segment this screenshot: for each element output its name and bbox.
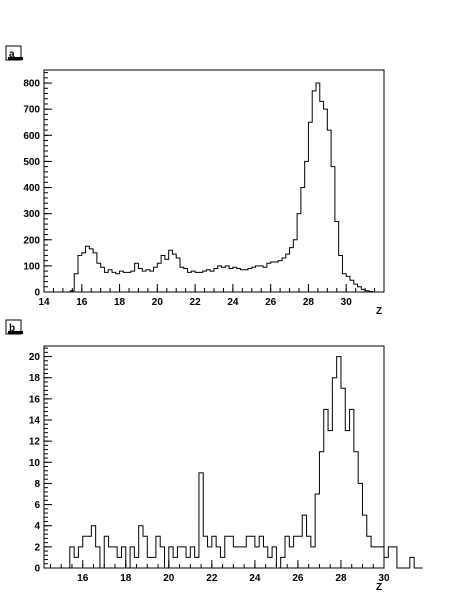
panel-a-x-tick-label: 26 — [265, 297, 277, 308]
panel-a-y-tick-label: 500 — [23, 157, 40, 168]
panel-a-x-axis-title: Z — [376, 306, 382, 317]
panel-a-y-tick-label: 300 — [23, 209, 40, 220]
panel-b-frame — [43, 345, 385, 569]
panel-a-y-tick-label: 600 — [23, 131, 40, 142]
panel-b-y-tick-label: 4 — [34, 521, 40, 532]
panel-b-y-tick-label: 16 — [29, 394, 41, 405]
panel-a: a 0 100 200 300 400 500 600 700 800 14 16 18 20 22 24… — [5, 45, 385, 317]
panel-a-y-tick-label: 800 — [23, 79, 40, 90]
panel-b-label-shadow — [8, 331, 23, 334]
panel-a-y-tick-label: 0 — [34, 288, 40, 299]
panel-a-x-tick-label: 22 — [190, 297, 202, 308]
panel-b-x-tick-label: 16 — [77, 573, 89, 584]
panel-a-y-tick-label: 400 — [23, 183, 40, 194]
panel-b-x-axis-title: Z — [376, 582, 382, 593]
panel-b-x-tick-label: 24 — [249, 573, 261, 584]
panel-a-x-tick-label: 14 — [38, 297, 50, 308]
panel-a-x-tick-label: 18 — [114, 297, 126, 308]
panel-a-label: a — [9, 49, 15, 60]
panel-b-y-tick-label: 6 — [34, 500, 40, 511]
panel-a-y-axis: 0 100 200 300 400 500 600 700 800 — [23, 72, 52, 299]
panel-b-y-tick-label: 10 — [29, 458, 41, 469]
panel-b-x-tick-label: 30 — [378, 573, 390, 584]
panel-a-y-tick-label: 100 — [23, 261, 40, 272]
panel-a-y-tick-label: 200 — [23, 235, 40, 246]
panel-b-y-tick-label: 12 — [29, 437, 41, 448]
panel-b-y-tick-label: 18 — [29, 373, 41, 384]
panel-b-y-axis: 0 2 4 6 8 10 12 14 16 18 20 — [29, 347, 52, 575]
panel-b-y-tick-label: 2 — [34, 542, 40, 553]
panel-b-x-tick-label: 26 — [292, 573, 304, 584]
panel-a-frame — [43, 69, 385, 293]
panel-a-x-tick-label: 16 — [76, 297, 88, 308]
panel-b-y-tick-label: 14 — [29, 416, 41, 427]
panel-a-y-tick-label: 700 — [23, 105, 40, 116]
panel-b-x-tick-label: 18 — [120, 573, 132, 584]
panel-b-y-tick-label: 20 — [29, 352, 41, 363]
panel-b-x-axis: 16 18 20 22 24 26 28 30 — [49, 560, 390, 584]
panel-a-x-tick-label: 20 — [152, 297, 164, 308]
panel-b-y-tick-label: 0 — [34, 564, 40, 575]
panel-a-x-axis: 14 16 18 20 22 24 26 28 30 — [38, 284, 385, 308]
panel-b-x-tick-label: 20 — [163, 573, 175, 584]
panel-a-x-tick-label: 30 — [341, 297, 353, 308]
panel-a-histogram-line — [62, 82, 381, 293]
panel-b-label: b — [9, 323, 15, 334]
panel-a-x-tick-label: 28 — [303, 297, 315, 308]
panel-b-histogram-line — [61, 356, 423, 569]
panel-a-label-shadow — [8, 57, 23, 60]
panel-b-y-tick-label: 8 — [34, 479, 40, 490]
panel-b-x-tick-label: 28 — [335, 573, 347, 584]
panel-b-x-tick-label: 22 — [206, 573, 218, 584]
panel-a-x-tick-label: 24 — [227, 297, 239, 308]
